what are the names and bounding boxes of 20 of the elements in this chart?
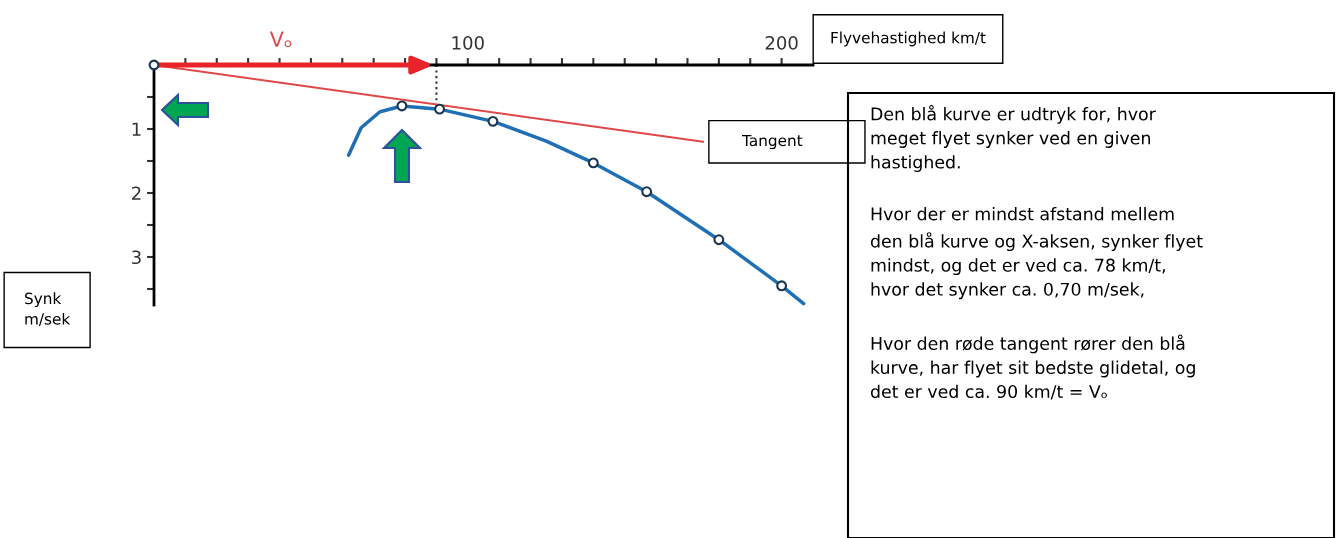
y-tick-label: 1 [132, 122, 141, 136]
point [487, 115, 499, 127]
text: Den blå kurve er udtryk for, hvor meget flyet synker ved en given hastighed. [871, 105, 1156, 172]
y-tick-label: 2 [132, 186, 141, 200]
annotation: Tangent [741, 134, 803, 150]
text: Hvor der er mindst afstand mellem den blå kurve og X-aksen, synker flyet mindst, og det er ved ca. 78 km/t, hvor det synker ca. 0,70 m/sek, [870, 207, 1203, 300]
x-tick-label: 100 [452, 36, 484, 50]
point [396, 100, 408, 112]
point [587, 157, 599, 169]
point [776, 280, 788, 292]
point [641, 186, 653, 198]
x-tick-label: 200 [765, 36, 798, 50]
point [434, 103, 445, 115]
y-axis-title: Synk m/sek [25, 292, 71, 326]
y-tick-label: 3 [132, 250, 141, 265]
point [713, 234, 725, 246]
point [148, 59, 160, 71]
text: Vₒ [269, 31, 292, 48]
x-axis-title: Flyvehastighed km/t [831, 31, 986, 47]
text: Hvor den røde tangent rører den blå kurve, har flyet sit bedste glidetal, og det er ved ca. 90 km/t = Vₒ [870, 334, 1195, 400]
